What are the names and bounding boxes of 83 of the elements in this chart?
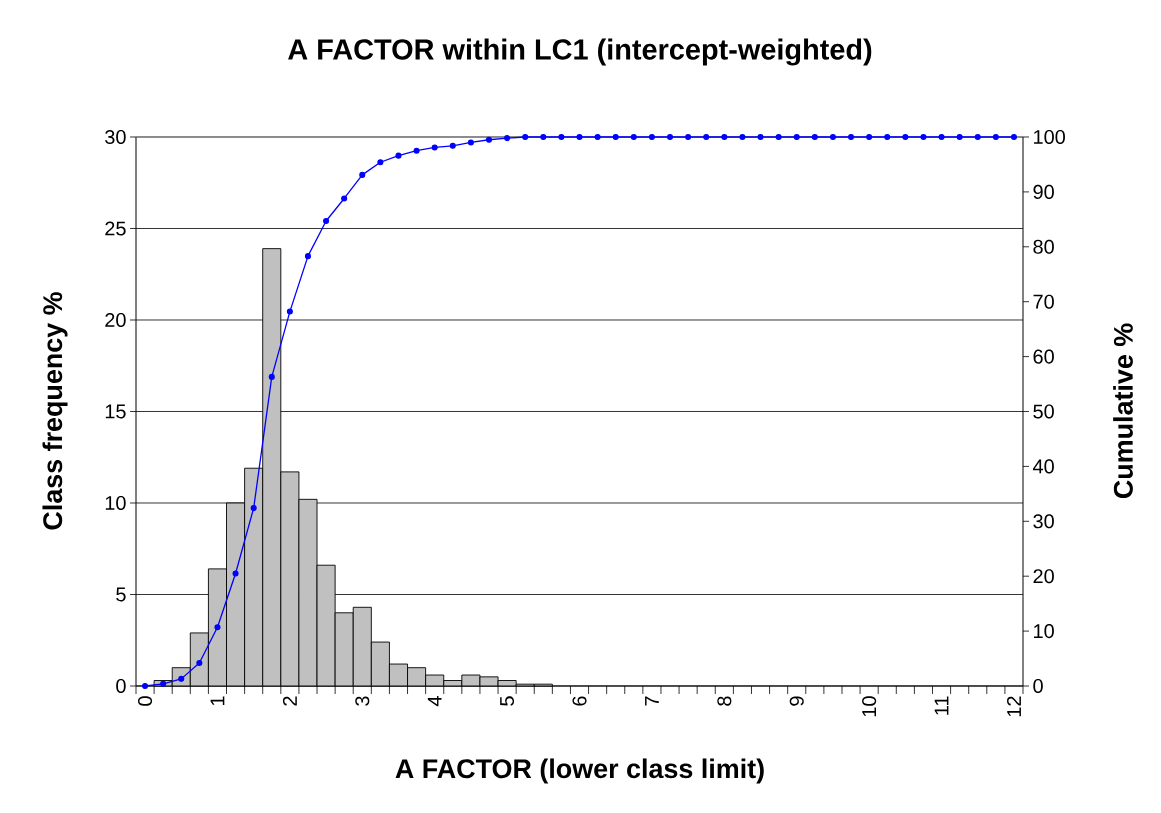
point xyxy=(666,133,674,141)
x-axis-title: A FACTOR (lower class limit) xyxy=(395,758,764,784)
point xyxy=(304,253,312,260)
point xyxy=(250,505,257,512)
point xyxy=(160,680,167,687)
y2-tick-label: 40 xyxy=(1032,459,1054,474)
point xyxy=(377,159,384,166)
point xyxy=(395,152,402,159)
point xyxy=(142,682,149,690)
x-tick-label: 12 xyxy=(1007,696,1021,717)
y2-tick-label: 30 xyxy=(1033,514,1054,529)
point xyxy=(866,133,873,141)
y-axis-title: Class frequency % xyxy=(42,292,68,530)
y2-tick-label: 0 xyxy=(1033,678,1043,694)
point xyxy=(504,135,511,142)
x-tick-label: 1 xyxy=(210,696,225,706)
x-tick-label: 3 xyxy=(355,696,370,706)
point xyxy=(485,136,493,143)
point xyxy=(848,133,855,141)
y2-tick-label: 60 xyxy=(1033,349,1054,364)
point xyxy=(811,133,818,141)
y2-tick-label: 70 xyxy=(1033,294,1054,309)
point xyxy=(359,171,366,178)
y-tick-label: 20 xyxy=(105,312,126,328)
point xyxy=(612,133,619,141)
point xyxy=(630,133,637,141)
y-tick-label: 5 xyxy=(116,587,126,602)
y2-tick-label: 10 xyxy=(1034,624,1054,639)
x-tick-label: 2 xyxy=(282,696,297,706)
point xyxy=(938,133,945,141)
point xyxy=(956,133,963,141)
x-tick-label: 10 xyxy=(862,696,877,717)
point xyxy=(286,308,293,315)
point xyxy=(884,133,891,141)
y2-tick-label: 50 xyxy=(1033,404,1054,419)
point xyxy=(431,144,438,151)
x-tick-label: 4 xyxy=(427,696,442,707)
y-tick-label: 0 xyxy=(116,678,126,694)
point xyxy=(739,133,746,141)
point xyxy=(576,133,583,141)
point xyxy=(974,133,981,141)
y-tick-label: 25 xyxy=(105,221,126,236)
y2-tick-label: 90 xyxy=(1033,184,1054,199)
point xyxy=(757,133,764,141)
point xyxy=(685,133,692,141)
point xyxy=(703,133,710,141)
point xyxy=(992,133,999,141)
point xyxy=(648,133,655,141)
point xyxy=(196,659,203,666)
y2-tick-label: 100 xyxy=(1034,129,1065,145)
point xyxy=(268,373,275,380)
point xyxy=(721,133,728,141)
y2-tick-label: 20 xyxy=(1033,569,1054,584)
y-tick-label: 30 xyxy=(105,129,126,145)
point xyxy=(540,133,547,141)
point xyxy=(449,142,456,149)
x-tick-label: 11 xyxy=(934,696,949,715)
point xyxy=(594,133,601,141)
point xyxy=(1010,133,1017,141)
point xyxy=(323,217,330,225)
point xyxy=(467,139,474,146)
point xyxy=(232,570,239,577)
y-tick-label: 10 xyxy=(105,495,126,511)
point xyxy=(558,133,565,141)
point xyxy=(793,133,800,141)
point xyxy=(341,195,348,202)
point xyxy=(413,147,420,154)
chart-title: A FACTOR within LC1 (intercept-weighted) xyxy=(288,38,872,66)
point xyxy=(214,624,221,631)
point xyxy=(920,133,927,141)
x-tick-label: 9 xyxy=(789,696,804,706)
x-tick-label: 5 xyxy=(500,696,515,706)
point xyxy=(902,133,909,141)
y2-axis-title: Cumulative % xyxy=(1113,323,1133,499)
x-tick-label: 7 xyxy=(645,696,659,706)
x-tick-label: 6 xyxy=(572,696,587,706)
point xyxy=(829,133,836,141)
point xyxy=(522,133,529,141)
x-tick-label: 8 xyxy=(717,696,732,706)
x-tick-label: 0 xyxy=(138,696,153,706)
y-tick-label: 15 xyxy=(105,404,126,419)
point xyxy=(775,133,782,141)
y2-tick-label: 80 xyxy=(1033,239,1054,254)
